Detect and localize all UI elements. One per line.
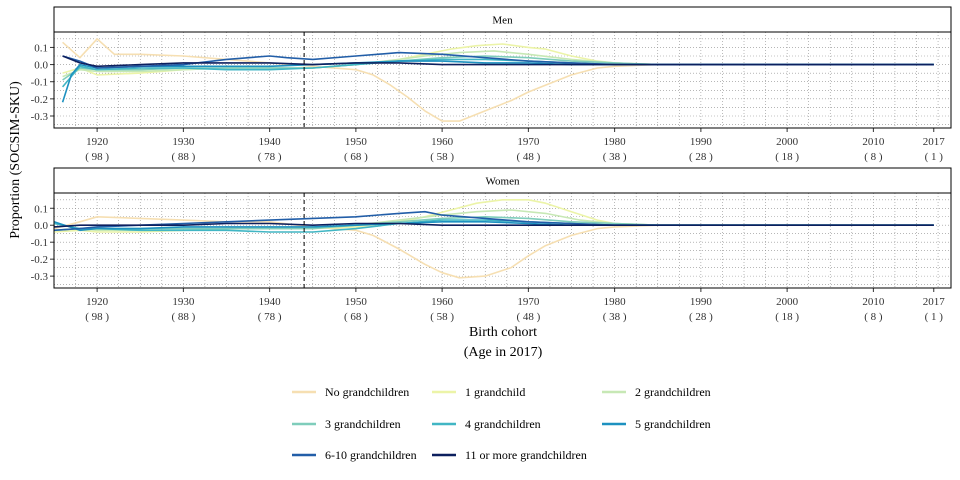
- x-tick-sublabel: ( 98 ): [85, 151, 109, 163]
- x-tick-sublabel: ( 48 ): [516, 311, 540, 323]
- y-tick-label: 0.0: [34, 60, 48, 72]
- x-tick-sublabel: ( 28 ): [689, 151, 713, 163]
- series-line-6-10-grandchildren: [62, 51, 934, 69]
- panel-men: Men 0.1 0.0 -0.1 -0.2 -0.3 1920 ( 98 ) 1930 ( 88…: [31, 6, 952, 163]
- legend-label-6-10-grandchildren: 6-10 grandchildren: [325, 448, 417, 462]
- x-tick-sublabel: ( 88 ): [171, 311, 195, 323]
- x-axis-title: Birth cohort: [469, 325, 537, 340]
- x-tick-sublabel: ( 28 ): [689, 311, 713, 323]
- series-line-5-grandchildren: [53, 221, 934, 232]
- x-tick-label: 1950: [345, 136, 368, 148]
- x-axis-subtitle: (Age in 2017): [464, 345, 543, 360]
- x-tick-label: 1930: [172, 296, 195, 308]
- x-tick-label: 1940: [259, 136, 282, 148]
- x-tick-sublabel: ( 1 ): [925, 311, 944, 323]
- x-tick-sublabel: ( 18 ): [775, 151, 799, 163]
- x-tick-sublabel: ( 18 ): [775, 311, 799, 323]
- panel-border-women: [53, 192, 952, 289]
- x-tick-label: 1980: [604, 296, 627, 308]
- x-tick-label: 2000: [776, 296, 799, 308]
- y-tick-label: -0.3: [31, 271, 49, 283]
- x-tick-sublabel: ( 58 ): [430, 311, 454, 323]
- strip-label-men: Men: [492, 15, 513, 27]
- x-tick-label: 2010: [862, 296, 885, 308]
- x-tick-sublabel: ( 38 ): [603, 151, 627, 163]
- x-tick-label: 2017: [923, 136, 946, 148]
- x-tick-sublabel: ( 1 ): [925, 151, 944, 163]
- y-tick-label: -0.2: [31, 254, 48, 266]
- series-line-no-grandchildren: [62, 38, 934, 122]
- legend-label-4-grandchildren: 4 grandchildren: [465, 417, 541, 431]
- x-tick-label: 2000: [776, 136, 799, 148]
- plot-area-men: 0.1 0.0 -0.1 -0.2 -0.3 1920 ( 98 ) 1930 ( 88 ) 19…: [31, 31, 952, 163]
- panel-border-men: [53, 31, 952, 129]
- y-tick-label: -0.3: [31, 111, 49, 123]
- series-line-11-or-more-grandchildren: [53, 222, 934, 228]
- x-tick-label: 1960: [431, 136, 454, 148]
- x-tick-label: 1980: [604, 136, 627, 148]
- x-tick-sublabel: ( 98 ): [85, 311, 109, 323]
- x-tick-label: 1960: [431, 296, 454, 308]
- legend-label-3-grandchildren: 3 grandchildren: [325, 417, 401, 431]
- legend-label-5-grandchildren: 5 grandchildren: [635, 417, 711, 431]
- panel-background-men: [54, 32, 951, 128]
- y-axis-title: Proportion (SOCSIM-SKU): [8, 81, 23, 239]
- x-tick-sublabel: ( 48 ): [516, 151, 540, 163]
- strip-women: [53, 167, 952, 194]
- x-tick-sublabel: ( 78 ): [258, 151, 282, 163]
- x-tick-sublabel: ( 38 ): [603, 311, 627, 323]
- x-tick-label: 1940: [259, 296, 282, 308]
- panel-background-women: [54, 193, 951, 288]
- legend-label-2-grandchildren: 2 grandchildren: [635, 385, 711, 399]
- y-tick-label: -0.2: [31, 94, 48, 106]
- x-tick-sublabel: ( 8 ): [864, 151, 883, 163]
- x-tick-sublabel: ( 88 ): [171, 151, 195, 163]
- series-line-11-or-more-grandchildren: [62, 55, 934, 68]
- y-tick-label: -0.1: [31, 237, 48, 249]
- panel-women: Women 0.1 0.0 -0.1 -0.2 -0.3 1920 ( 98 ) 1930 ( …: [31, 167, 952, 323]
- x-tick-sublabel: ( 68 ): [344, 311, 368, 323]
- y-tick-label: 0.0: [34, 220, 48, 232]
- x-tick-label: 2017: [923, 296, 946, 308]
- y-tick-label: 0.1: [34, 42, 48, 54]
- strip-label-women: Women: [486, 176, 520, 188]
- x-tick-label: 1990: [690, 136, 713, 148]
- x-tick-label: 1930: [172, 136, 195, 148]
- x-tick-sublabel: ( 68 ): [344, 151, 368, 163]
- legend-label-1-grandchild: 1 grandchild: [465, 385, 525, 399]
- x-tick-label: 1970: [517, 296, 540, 308]
- x-tick-sublabel: ( 78 ): [258, 311, 282, 323]
- x-tick-label: 1920: [86, 136, 109, 148]
- legend-label-11-or-more-grandchildren: 11 or more grandchildren: [465, 448, 587, 462]
- x-tick-label: 1990: [690, 296, 713, 308]
- x-tick-label: 1950: [345, 296, 368, 308]
- strip-men: [53, 6, 952, 33]
- x-tick-sublabel: ( 8 ): [864, 311, 883, 323]
- x-tick-label: 1970: [517, 136, 540, 148]
- x-tick-label: 1920: [86, 296, 109, 308]
- y-tick-label: 0.1: [34, 203, 48, 215]
- plot-area-women: 0.1 0.0 -0.1 -0.2 -0.3 1920 ( 98 ) 1930 ( 88 ) 19…: [31, 192, 952, 323]
- legend: No grandchildren 1 grandchild 2 grandchild…: [292, 385, 711, 462]
- x-tick-sublabel: ( 58 ): [430, 151, 454, 163]
- x-tick-label: 2010: [862, 136, 885, 148]
- legend-label-no-grandchildren: No grandchildren: [325, 385, 409, 399]
- y-tick-label: -0.1: [31, 77, 48, 89]
